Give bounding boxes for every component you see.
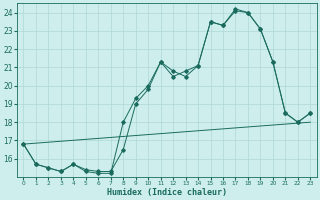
X-axis label: Humidex (Indice chaleur): Humidex (Indice chaleur) xyxy=(107,188,227,197)
